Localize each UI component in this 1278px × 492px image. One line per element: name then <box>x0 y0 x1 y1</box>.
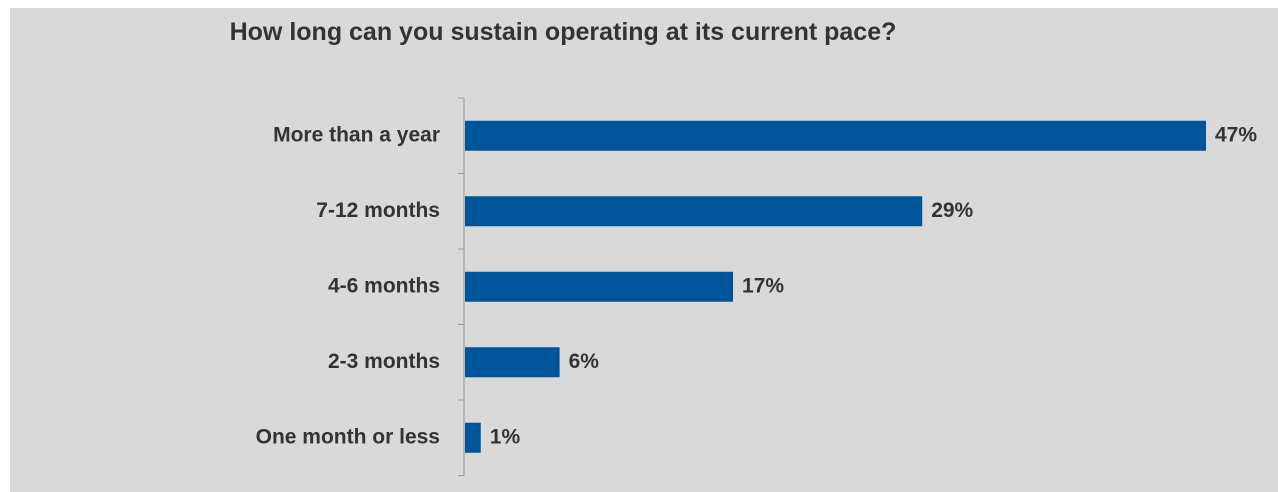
category-label: More than a year <box>273 123 440 146</box>
bar <box>465 271 734 302</box>
chart-title: How long can you sustain operating at it… <box>229 18 897 46</box>
bar <box>465 422 481 453</box>
data-label: 47% <box>1215 123 1257 146</box>
category-label: One month or less <box>256 425 440 448</box>
bar <box>465 196 923 227</box>
bar <box>465 347 560 378</box>
bar <box>465 120 1206 151</box>
category-label: 4-6 months <box>328 274 440 297</box>
data-label: 29% <box>931 199 973 222</box>
chart-panel <box>10 8 1278 492</box>
data-label: 17% <box>742 274 784 297</box>
data-label: 1% <box>490 425 521 448</box>
category-label: 2-3 months <box>328 350 440 373</box>
category-label: 7-12 months <box>316 199 440 222</box>
data-label: 6% <box>569 350 600 373</box>
